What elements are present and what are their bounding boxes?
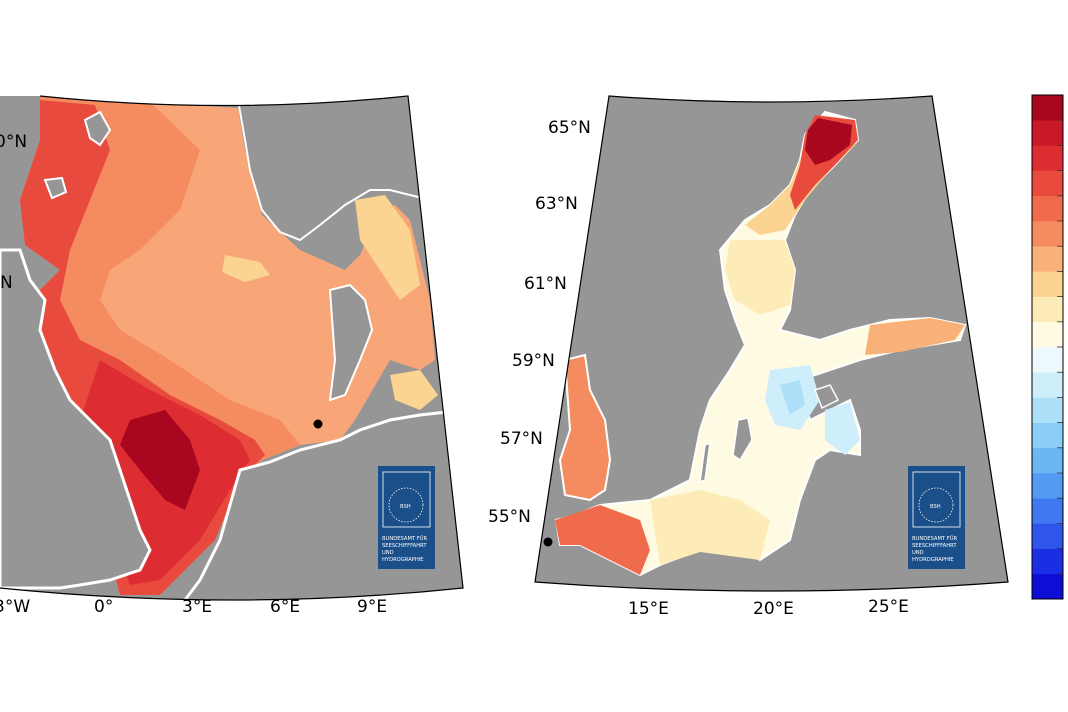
lon-label-3w: 3°W — [0, 597, 30, 617]
colorbar-segment — [1032, 347, 1063, 373]
logo-emblem: BSH — [400, 504, 411, 510]
colorbar-segment — [1032, 447, 1063, 474]
logo-emblem: BSH — [930, 504, 941, 510]
bsh-logo-north-sea: BSH BUNDESAMT FÜR SEESCHIFFFAHRT UND HYD… — [378, 466, 435, 569]
baltic-sea-water — [554, 110, 967, 577]
lon-label-25e: 25°E — [868, 597, 909, 617]
logo-line-4: HYDROGRAPHIE — [382, 557, 424, 563]
colorbar-segment — [1032, 473, 1063, 499]
temp-zone-kattegat — [558, 353, 612, 502]
colorbar-segment — [1032, 271, 1063, 297]
north-sea-map: 0°N N 3°W 0° 3°E 6°E 9°E BSH BUNDESAMT F… — [0, 95, 464, 617]
colorbar-segment — [1032, 548, 1063, 575]
lat-label-59n: 59°N — [512, 351, 555, 371]
temp-zone-cool-2 — [780, 380, 805, 415]
colorbar-segment — [1032, 498, 1063, 524]
temp-zone-bothnian-bay-hottest — [805, 118, 852, 165]
lon-label-0: 0° — [94, 597, 113, 617]
station-dot-baltic — [543, 537, 553, 547]
colorbar-segment — [1032, 372, 1063, 398]
lon-label-3e: 3°E — [182, 597, 212, 617]
colorbar-segment — [1032, 95, 1063, 121]
temp-zone-finland-gulf — [865, 318, 965, 355]
colorbar-segment — [1032, 523, 1063, 549]
logo-line-3: UND — [912, 550, 924, 556]
station-dot-north-sea — [313, 419, 323, 429]
lon-label-9e: 9°E — [357, 597, 387, 617]
colorbar-segment — [1032, 397, 1063, 423]
orkney-islands — [43, 176, 68, 200]
temp-zone-south — [650, 490, 770, 565]
colorbar-segment — [1032, 422, 1063, 449]
colorbar-segment — [1032, 195, 1063, 222]
logo-line-1: BUNDESAMT FÜR — [912, 535, 958, 542]
temp-zone-hottest — [120, 410, 200, 510]
colorbar-segment — [1032, 296, 1063, 323]
lat-label-58n: N — [0, 273, 13, 293]
map-frame — [0, 95, 464, 601]
colorbar-segment — [1032, 321, 1063, 348]
colorbar — [1032, 95, 1063, 600]
map-frame — [534, 95, 1009, 592]
logo-line-2: SEESCHIFFFAHRT — [912, 543, 957, 549]
oland-island — [699, 441, 711, 484]
temp-zone-cool-3 — [825, 402, 860, 455]
colorbar-segment — [1032, 170, 1063, 197]
logo-line-1: BUNDESAMT FÜR — [382, 535, 428, 542]
colorbar-frame — [1031, 94, 1064, 600]
lat-label-65n: 65°N — [548, 118, 591, 138]
denmark-land — [328, 283, 374, 402]
colorbar-segment — [1032, 221, 1063, 247]
temp-zone-western-baltic — [555, 505, 650, 575]
temp-zone-light-3 — [390, 370, 438, 410]
shetland-islands — [83, 110, 112, 147]
logo-line-4: HYDROGRAPHIE — [912, 557, 954, 563]
temp-zone-light-2 — [355, 195, 420, 300]
temp-zone-bothnian-sea — [725, 240, 795, 315]
colorbar-segment — [1032, 246, 1063, 272]
lat-label-61n: 61°N — [524, 274, 567, 294]
lon-label-20e: 20°E — [753, 599, 794, 619]
logo-line-2: SEESCHIFFFAHRT — [382, 543, 427, 549]
bsh-logo-baltic: BSH BUNDESAMT FÜR SEESCHIFFFAHRT UND HYD… — [908, 466, 965, 569]
colorbar-segment — [1032, 145, 1063, 171]
lat-label-55n: 55°N — [488, 507, 531, 527]
lon-label-6e: 6°E — [270, 597, 300, 617]
lat-label-57n: 57°N — [500, 429, 543, 449]
logo-line-3: UND — [382, 550, 394, 556]
lat-label-63n: 63°N — [535, 194, 578, 214]
temp-zone-light-1 — [222, 255, 270, 282]
colorbar-segment — [1032, 120, 1063, 146]
colorbar-segment — [1032, 573, 1063, 600]
gotland-island — [732, 417, 753, 462]
baltic-sea-map: 65°N 63°N 61°N 59°N 57°N 55°N 15°E 20°E … — [488, 95, 1009, 619]
lat-label-60n: 0°N — [0, 132, 27, 152]
great-britain-land — [0, 248, 152, 590]
lon-label-15e: 15°E — [628, 599, 669, 619]
saaremaa-island — [814, 384, 840, 410]
